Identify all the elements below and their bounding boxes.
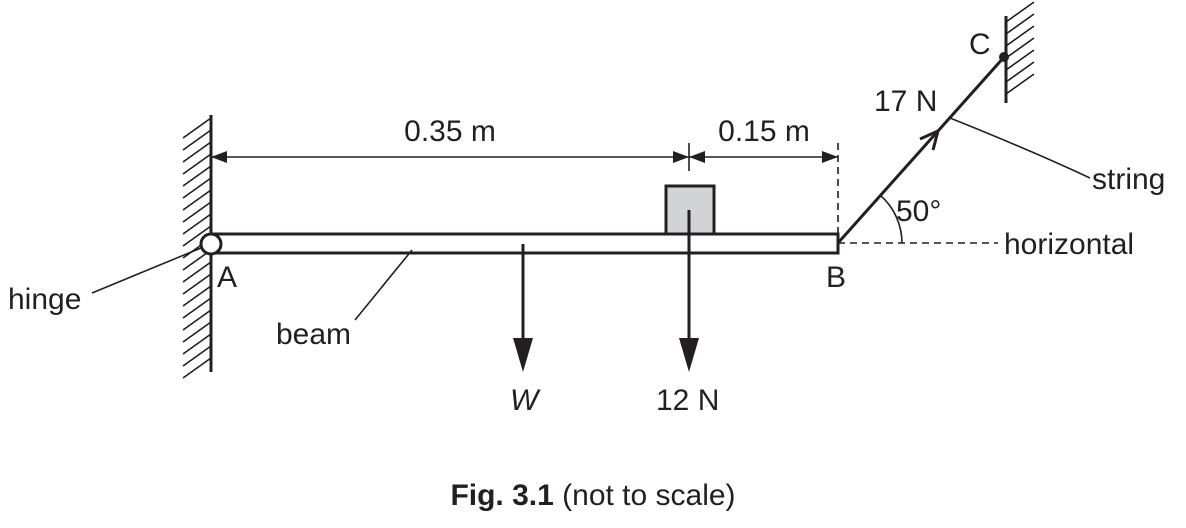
hatch-line bbox=[182, 117, 212, 139]
hatch-line bbox=[182, 285, 212, 307]
angle-arc bbox=[879, 194, 903, 244]
hinge-leader bbox=[91, 247, 202, 294]
hatch-line bbox=[182, 333, 212, 355]
hatch-line bbox=[182, 153, 212, 175]
beam-label: beam bbox=[276, 318, 351, 351]
point-c-label: C bbox=[969, 28, 991, 61]
string-leader bbox=[949, 117, 1091, 179]
caption-note: (not to scale) bbox=[562, 479, 735, 512]
right-wall bbox=[1004, 1, 1035, 103]
load-label: 12 N bbox=[656, 384, 719, 417]
angle-label: 50° bbox=[896, 195, 941, 228]
weight-label: W bbox=[510, 384, 541, 417]
load-arrow bbox=[679, 210, 699, 372]
beam-leader bbox=[354, 249, 413, 321]
hatch-line bbox=[182, 225, 212, 247]
point-c-dot bbox=[999, 52, 1009, 62]
hatch-line bbox=[182, 129, 212, 151]
caption-spacer bbox=[554, 479, 562, 512]
tension-label: 17 N bbox=[874, 85, 937, 118]
hatch-line bbox=[1005, 25, 1035, 47]
hatch-line bbox=[1005, 37, 1035, 59]
figure-caption: Fig. 3.1 (not to scale) bbox=[450, 479, 735, 512]
point-b-label: B bbox=[826, 261, 846, 294]
dim-right-label: 0.15 m bbox=[718, 115, 810, 148]
hatch-line bbox=[182, 165, 212, 187]
string-line bbox=[836, 55, 1007, 244]
tension-arrowhead bbox=[919, 129, 940, 151]
hatch-line bbox=[1005, 61, 1035, 83]
hatch-line bbox=[1005, 1, 1035, 23]
string-label: string bbox=[1092, 163, 1165, 196]
point-a-label: A bbox=[217, 261, 237, 294]
horizontal-label: horizontal bbox=[1004, 228, 1134, 261]
hatch-line bbox=[1005, 49, 1035, 71]
hatch-line bbox=[1005, 73, 1035, 95]
weight-arrow bbox=[513, 244, 533, 372]
hatch-line bbox=[182, 213, 212, 235]
dim-left-label: 0.35 m bbox=[404, 115, 496, 148]
hatch-line bbox=[1005, 13, 1035, 35]
hatch-line bbox=[182, 297, 212, 319]
hatch-line bbox=[182, 345, 212, 367]
hatch-line bbox=[182, 189, 212, 211]
caption-number: Fig. 3.1 bbox=[450, 479, 553, 512]
hatch-line bbox=[182, 273, 212, 295]
hatch-line bbox=[182, 141, 212, 163]
dimension-lines bbox=[211, 143, 839, 234]
hinge-label: hinge bbox=[8, 283, 81, 316]
hinge-pin bbox=[199, 232, 223, 256]
hatch-line bbox=[182, 357, 212, 379]
hatch-line bbox=[182, 309, 212, 331]
hatch-line bbox=[182, 321, 212, 343]
hatch-line bbox=[182, 177, 212, 199]
hatch-line bbox=[182, 201, 212, 223]
hatch-line bbox=[182, 261, 212, 283]
